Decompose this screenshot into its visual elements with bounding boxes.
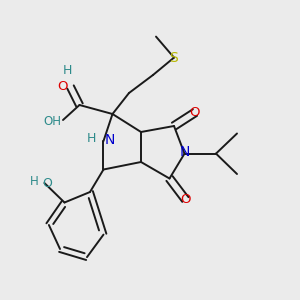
Text: O: O (190, 106, 200, 119)
Text: O: O (57, 80, 68, 94)
Text: S: S (169, 51, 178, 64)
Text: N: N (104, 133, 115, 147)
Text: H: H (63, 64, 72, 77)
Text: OH: OH (44, 115, 62, 128)
Text: H: H (30, 175, 39, 188)
Text: N: N (180, 146, 190, 159)
Text: O: O (42, 177, 52, 190)
Text: O: O (180, 193, 191, 206)
Text: H: H (87, 131, 96, 145)
